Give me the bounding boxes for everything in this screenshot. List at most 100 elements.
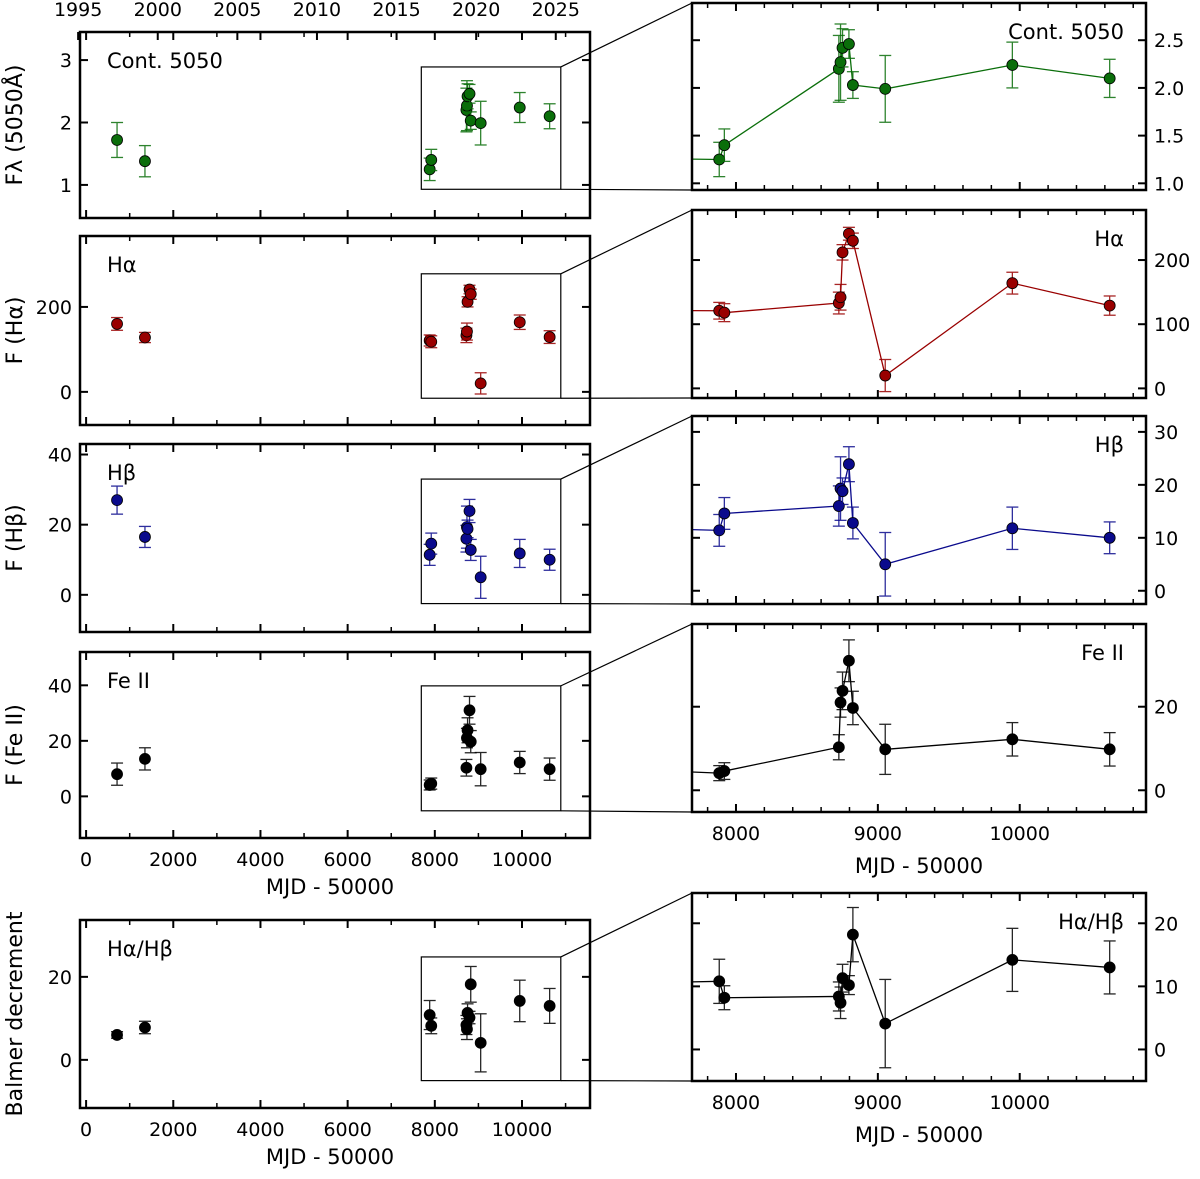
data-point-left [461, 762, 472, 773]
data-point-zoom [847, 517, 858, 528]
data-point-left [475, 764, 486, 775]
x-tick-label-right: 9000 [854, 1092, 902, 1114]
data-point-zoom [1007, 278, 1018, 289]
x-tick-label: 0 [80, 849, 92, 871]
data-point-left [514, 102, 525, 113]
panel-label-zoom: Hβ [1095, 433, 1124, 457]
x-tick-label-right: 9000 [854, 823, 902, 845]
data-point-zoom [719, 140, 730, 151]
y-tick-label-right: 10 [1154, 976, 1178, 998]
data-point-zoom [1104, 744, 1115, 755]
top-year-tick-label: 2010 [293, 0, 341, 21]
data-point-left [544, 764, 555, 775]
connector-line [561, 3, 692, 67]
data-point-left [139, 531, 150, 542]
data-point-zoom [837, 486, 848, 497]
x-tick-label: 2000 [149, 1119, 197, 1141]
data-point-zoom [714, 154, 725, 165]
panel-label: Fe II [107, 669, 150, 693]
data-point-zoom [843, 39, 854, 50]
x-tick-label-right: 8000 [712, 823, 760, 845]
data-point-zoom [847, 235, 858, 246]
x-axis-label-right: MJD - 50000 [855, 1123, 983, 1147]
data-point-left [461, 1024, 472, 1035]
x-tick-label: 8000 [411, 849, 459, 871]
data-point-zoom [847, 80, 858, 91]
y-tick-label-right: 20 [1154, 697, 1178, 719]
y-tick-label: 0 [60, 786, 72, 808]
x-tick-label: 8000 [411, 1119, 459, 1141]
y-tick-label: 40 [48, 675, 72, 697]
data-point-left [139, 332, 150, 343]
y-tick-label-right: 100 [1154, 314, 1190, 336]
data-point-zoom [1007, 523, 1018, 534]
y-tick-label-right: 1.5 [1154, 126, 1184, 148]
data-point-left [139, 753, 150, 764]
y-tick-label-right: 200 [1154, 250, 1190, 272]
data-point-left [462, 523, 473, 534]
y-tick-label: 20 [48, 967, 72, 989]
data-point-left [475, 1037, 486, 1048]
panel-label-zoom: Fe II [1081, 641, 1124, 665]
y-tick-label-right: 2.5 [1154, 30, 1184, 52]
data-point-zoom [880, 370, 891, 381]
data-point-left [112, 495, 123, 506]
x-tick-label: 2000 [149, 849, 197, 871]
left-panel-frame [80, 236, 590, 425]
data-point-left [514, 995, 525, 1006]
y-tick-label: 1 [60, 175, 72, 197]
data-point-zoom [1007, 734, 1018, 745]
y-tick-label-right: 0 [1154, 780, 1166, 802]
series-line [0, 234, 1110, 376]
data-point-left [426, 336, 437, 347]
top-year-tick-label: 2000 [134, 0, 182, 21]
x-tick-label: 6000 [323, 849, 371, 871]
data-point-left [514, 757, 525, 768]
panel-label-zoom: Cont. 5050 [1008, 20, 1124, 44]
inset-rectangle [421, 686, 560, 811]
data-point-left [464, 88, 475, 99]
data-point-left [514, 548, 525, 559]
data-point-zoom [719, 992, 730, 1003]
y-tick-label: 20 [48, 515, 72, 537]
y-tick-label-right: 10 [1154, 528, 1178, 550]
series-line [0, 448, 1110, 565]
top-year-tick-label: 2025 [532, 0, 580, 21]
top-year-tick-label: 1995 [54, 0, 102, 21]
data-point-zoom [835, 292, 846, 303]
y-tick-label: 40 [48, 445, 72, 467]
data-point-left [544, 332, 555, 343]
y-axis-label: F (Hα) [3, 297, 28, 365]
data-point-left [475, 378, 486, 389]
data-point-left [464, 705, 475, 716]
data-point-left [112, 769, 123, 780]
y-axis-label: Fλ (5050Å) [1, 65, 28, 186]
y-tick-label: 0 [60, 1050, 72, 1072]
data-point-zoom [719, 766, 730, 777]
data-point-zoom [833, 742, 844, 753]
x-tick-label: 0 [80, 1119, 92, 1141]
y-axis-label: F (Hβ) [3, 504, 28, 571]
connector-line [561, 210, 692, 274]
x-axis-label: MJD - 50000 [266, 875, 394, 899]
data-point-zoom [714, 525, 725, 536]
data-point-left [514, 317, 525, 328]
y-tick-label: 3 [60, 50, 72, 72]
data-point-left [112, 134, 123, 145]
zoom-panel-frame [692, 624, 1146, 812]
x-tick-label: 10000 [492, 849, 552, 871]
data-point-zoom [1104, 962, 1115, 973]
data-point-zoom [835, 697, 846, 708]
x-tick-label-right: 10000 [990, 823, 1050, 845]
x-tick-label: 4000 [236, 849, 284, 871]
top-year-tick-label: 2020 [452, 0, 500, 21]
y-tick-label-right: 2.0 [1154, 78, 1184, 100]
y-axis-label: Balmer decrement [3, 911, 28, 1116]
y-tick-label: 200 [36, 297, 72, 319]
x-tick-label-right: 8000 [712, 1092, 760, 1114]
